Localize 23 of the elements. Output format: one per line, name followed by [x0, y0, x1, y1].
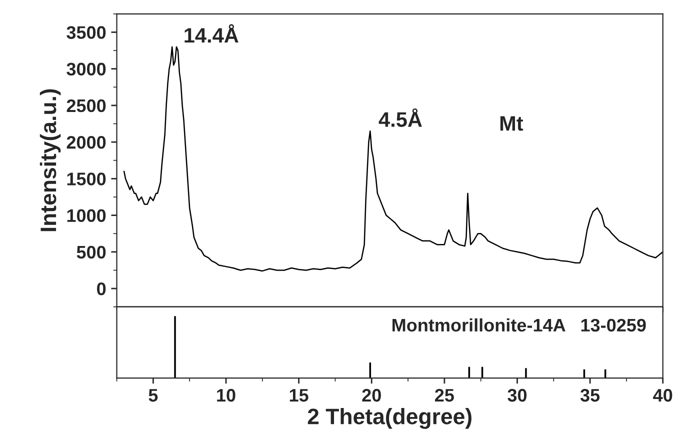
- y-tick-label: 500: [76, 246, 106, 259]
- x-tick-label: 25: [435, 388, 454, 402]
- annotation: Montmorillonite-14A 13-0259: [392, 318, 646, 332]
- y-tick-label: 3000: [66, 62, 106, 76]
- y-tick-label: 1500: [67, 172, 106, 186]
- x-tick-label: 5: [148, 389, 158, 402]
- annotation: Mt: [500, 116, 524, 131]
- x-tick-label: 40: [653, 388, 672, 402]
- x-tick-label: 10: [217, 388, 236, 402]
- y-tick-label: 2500: [66, 99, 106, 112]
- x-tick-label: 20: [362, 388, 381, 402]
- line-series: [123, 46, 663, 272]
- y-tick-label: 0: [97, 282, 106, 296]
- y-tick-label: 2000: [66, 136, 106, 149]
- y-axis-title: Intensity(a.u.): [40, 89, 61, 232]
- annotation: 4.5Å: [378, 108, 422, 127]
- annotation: 14.4Å: [184, 24, 238, 43]
- x-tick-label: 30: [508, 388, 527, 402]
- y-tick-label: 3500: [66, 26, 106, 39]
- y-tick-label: 1000: [67, 209, 106, 222]
- x-tick-label: 15: [290, 389, 308, 402]
- x-tick-label: 35: [580, 388, 600, 402]
- x-axis-title: 2 Theta(degree): [308, 408, 472, 429]
